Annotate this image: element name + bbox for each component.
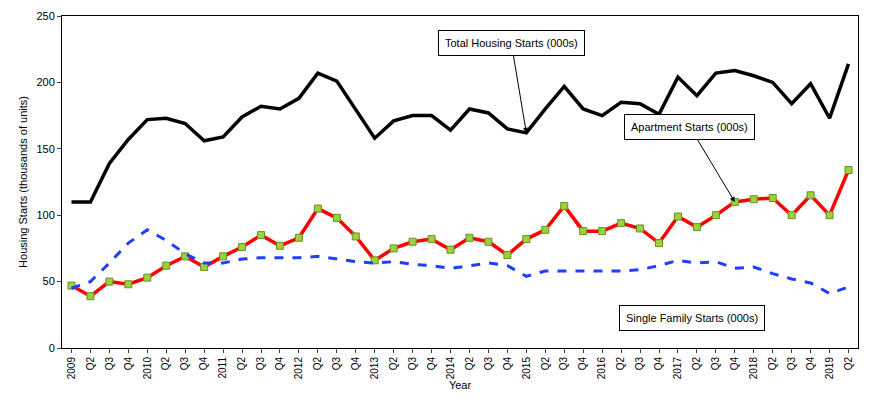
svg-text:Q2: Q2 [160,357,171,371]
svg-text:Q3: Q3 [255,357,266,371]
svg-text:Q3: Q3 [483,357,494,371]
svg-text:2012: 2012 [293,357,304,380]
svg-text:Q2: Q2 [691,357,702,371]
svg-text:2013: 2013 [369,357,380,380]
svg-text:2016: 2016 [596,357,607,380]
svg-text:Q3: Q3 [179,357,190,371]
svg-text:Q2: Q2 [236,357,247,371]
svg-text:Q4: Q4 [805,357,816,371]
svg-text:50: 50 [43,275,55,287]
svg-text:Q3: Q3 [331,357,342,371]
svg-text:150: 150 [36,143,54,155]
svg-text:Total Housing Starts (000s): Total Housing Starts (000s) [445,37,578,49]
svg-text:Q3: Q3 [710,357,721,371]
svg-text:100: 100 [36,209,54,221]
svg-text:2018: 2018 [748,357,759,380]
svg-text:Q3: Q3 [104,357,115,371]
svg-text:Q4: Q4 [502,357,513,371]
svg-text:Q2: Q2 [312,357,323,371]
svg-text:2017: 2017 [672,357,683,380]
svg-text:200: 200 [36,76,54,88]
svg-text:Q2: Q2 [767,357,778,371]
svg-text:Q2: Q2 [388,357,399,371]
svg-text:Q4: Q4 [274,357,285,371]
svg-text:2011: 2011 [217,357,228,379]
svg-text:2009: 2009 [66,357,77,380]
svg-text:Year: Year [449,379,472,391]
svg-text:Q2: Q2 [540,357,551,371]
svg-text:Q4: Q4 [123,357,134,371]
svg-text:Q3: Q3 [407,357,418,371]
svg-text:Q4: Q4 [198,357,209,371]
svg-text:2014: 2014 [445,357,456,380]
svg-text:Q4: Q4 [729,357,740,371]
svg-text:250: 250 [36,10,54,22]
svg-text:Q3: Q3 [786,357,797,371]
svg-text:Single Family Starts (000s): Single Family Starts (000s) [626,312,758,324]
svg-text:Q2: Q2 [85,357,96,371]
svg-text:0: 0 [49,342,55,354]
svg-text:2015: 2015 [521,357,532,380]
svg-text:2019: 2019 [824,357,835,380]
svg-text:Q4: Q4 [426,357,437,371]
svg-text:Q4: Q4 [577,357,588,371]
svg-text:Q4: Q4 [350,357,361,371]
svg-text:Housing Starts (thousands of u: Housing Starts (thousands of units) [17,96,29,268]
svg-text:2010: 2010 [142,357,153,380]
svg-text:Q2: Q2 [843,357,854,371]
svg-text:Q2: Q2 [615,357,626,371]
svg-text:Apartment Starts (000s): Apartment Starts (000s) [631,121,748,133]
svg-text:Q2: Q2 [464,357,475,371]
svg-text:Q3: Q3 [634,357,645,371]
svg-text:Q4: Q4 [653,357,664,371]
svg-text:Q3: Q3 [558,357,569,371]
